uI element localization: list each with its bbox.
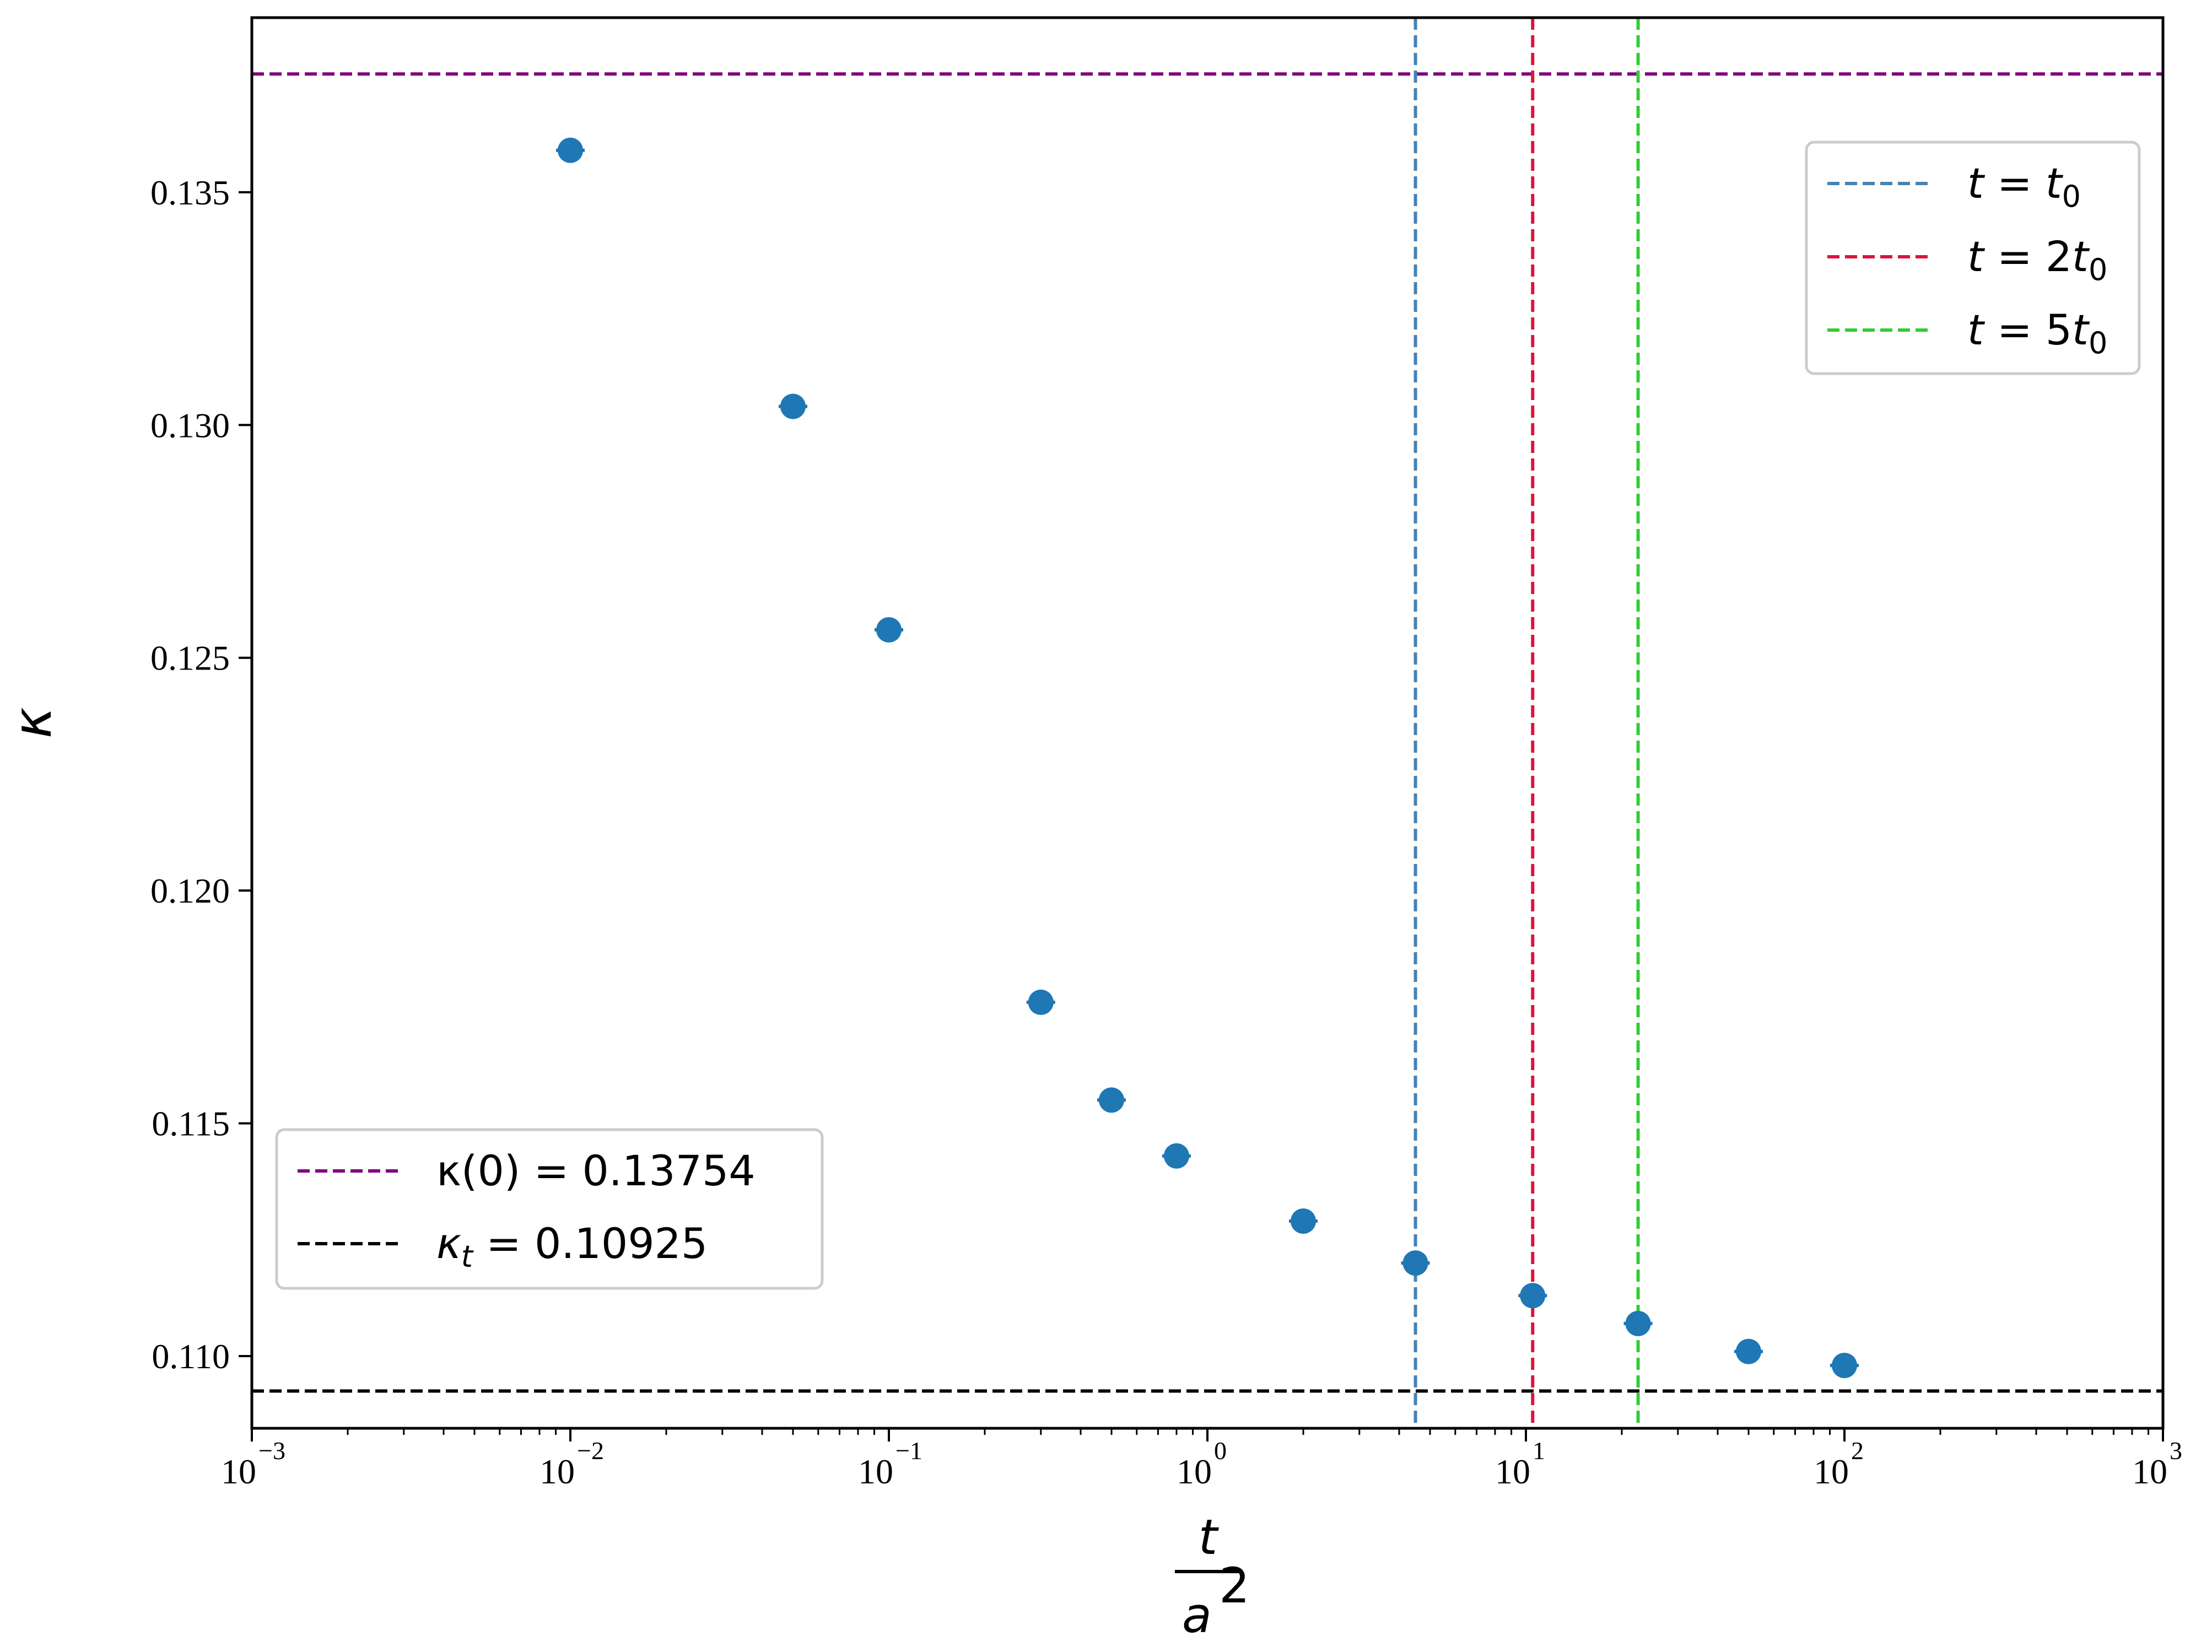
data-point <box>1520 1283 1546 1309</box>
x-tick-base: 10 <box>539 1452 575 1491</box>
y-axis: 0.110 0.115 0.120 0.125 0.130 0.135 <box>150 173 252 1376</box>
data-points <box>556 137 1859 1378</box>
x-tick-base: 10 <box>1177 1452 1212 1491</box>
x-tick-exponent: 0 <box>1214 1437 1227 1465</box>
legend-vertical-lines: t = t0 t = 2t0 t = 5t0 <box>1805 141 2141 375</box>
x-label-numerator: t <box>1199 1509 1220 1565</box>
x-tick-exponent: −3 <box>258 1437 285 1465</box>
x-tick-label: 10−2 <box>539 1437 604 1491</box>
x-tick-exponent: 2 <box>1851 1437 1864 1465</box>
x-tick-base: 10 <box>1495 1452 1530 1491</box>
legend-label-kappa0: κ(0) = 0.13754 <box>436 1146 756 1195</box>
x-tick-base: 10 <box>1814 1452 1849 1491</box>
x-tick-label: 10−3 <box>221 1437 285 1491</box>
x-tick-exponent: −1 <box>895 1437 922 1465</box>
legend-label-5t0: t = 5t0 <box>1967 305 2107 360</box>
data-point <box>1099 1087 1125 1113</box>
x-tick-base: 10 <box>221 1452 256 1491</box>
legend-upper-box <box>1805 141 2141 375</box>
legend-lower-box <box>275 1128 824 1290</box>
data-point <box>1028 989 1054 1015</box>
reference-lines <box>252 18 2163 1428</box>
legend-label-t0: t = t0 <box>1967 159 2081 214</box>
x-tick-label: 102 <box>1814 1437 1864 1491</box>
data-point <box>1736 1338 1762 1364</box>
x-axis-label: t a 2 <box>1175 1509 1250 1644</box>
x-tick-label: 10−1 <box>858 1437 922 1491</box>
x-tick-base: 10 <box>858 1452 893 1491</box>
data-point <box>1832 1352 1857 1378</box>
data-point <box>1163 1143 1189 1169</box>
x-tick-base: 10 <box>2132 1452 2167 1491</box>
data-point <box>1290 1208 1316 1234</box>
y-tick-label: 0.135 <box>150 173 230 212</box>
x-tick-exponent: −2 <box>577 1437 604 1465</box>
data-point <box>876 617 902 643</box>
data-point <box>780 393 806 419</box>
x-tick-exponent: 1 <box>1533 1437 1545 1465</box>
y-tick-label: 0.110 <box>152 1337 230 1376</box>
x-label-denominator-exponent: 2 <box>1219 1557 1250 1614</box>
y-tick-label: 0.125 <box>150 639 230 678</box>
y-tick-label: 0.130 <box>150 406 230 445</box>
data-point <box>1402 1250 1428 1276</box>
x-tick-exponent: 3 <box>2170 1437 2182 1465</box>
legend-horizontal-lines: κ(0) = 0.13754 κt = 0.10925 <box>275 1128 824 1290</box>
data-point <box>558 137 583 163</box>
y-axis-label: κ <box>2 707 63 738</box>
x-tick-label: 101 <box>1495 1437 1545 1491</box>
y-tick-label: 0.120 <box>150 871 230 910</box>
data-point <box>1625 1310 1651 1336</box>
x-label-denominator: a <box>1182 1587 1212 1644</box>
x-tick-label: 100 <box>1177 1437 1227 1491</box>
x-tick-label: 103 <box>2132 1437 2182 1491</box>
legend-label-kappat: κt = 0.10925 <box>436 1219 708 1274</box>
legend-label-2t0: t = 2t0 <box>1967 232 2107 287</box>
y-tick-label: 0.115 <box>152 1104 230 1143</box>
